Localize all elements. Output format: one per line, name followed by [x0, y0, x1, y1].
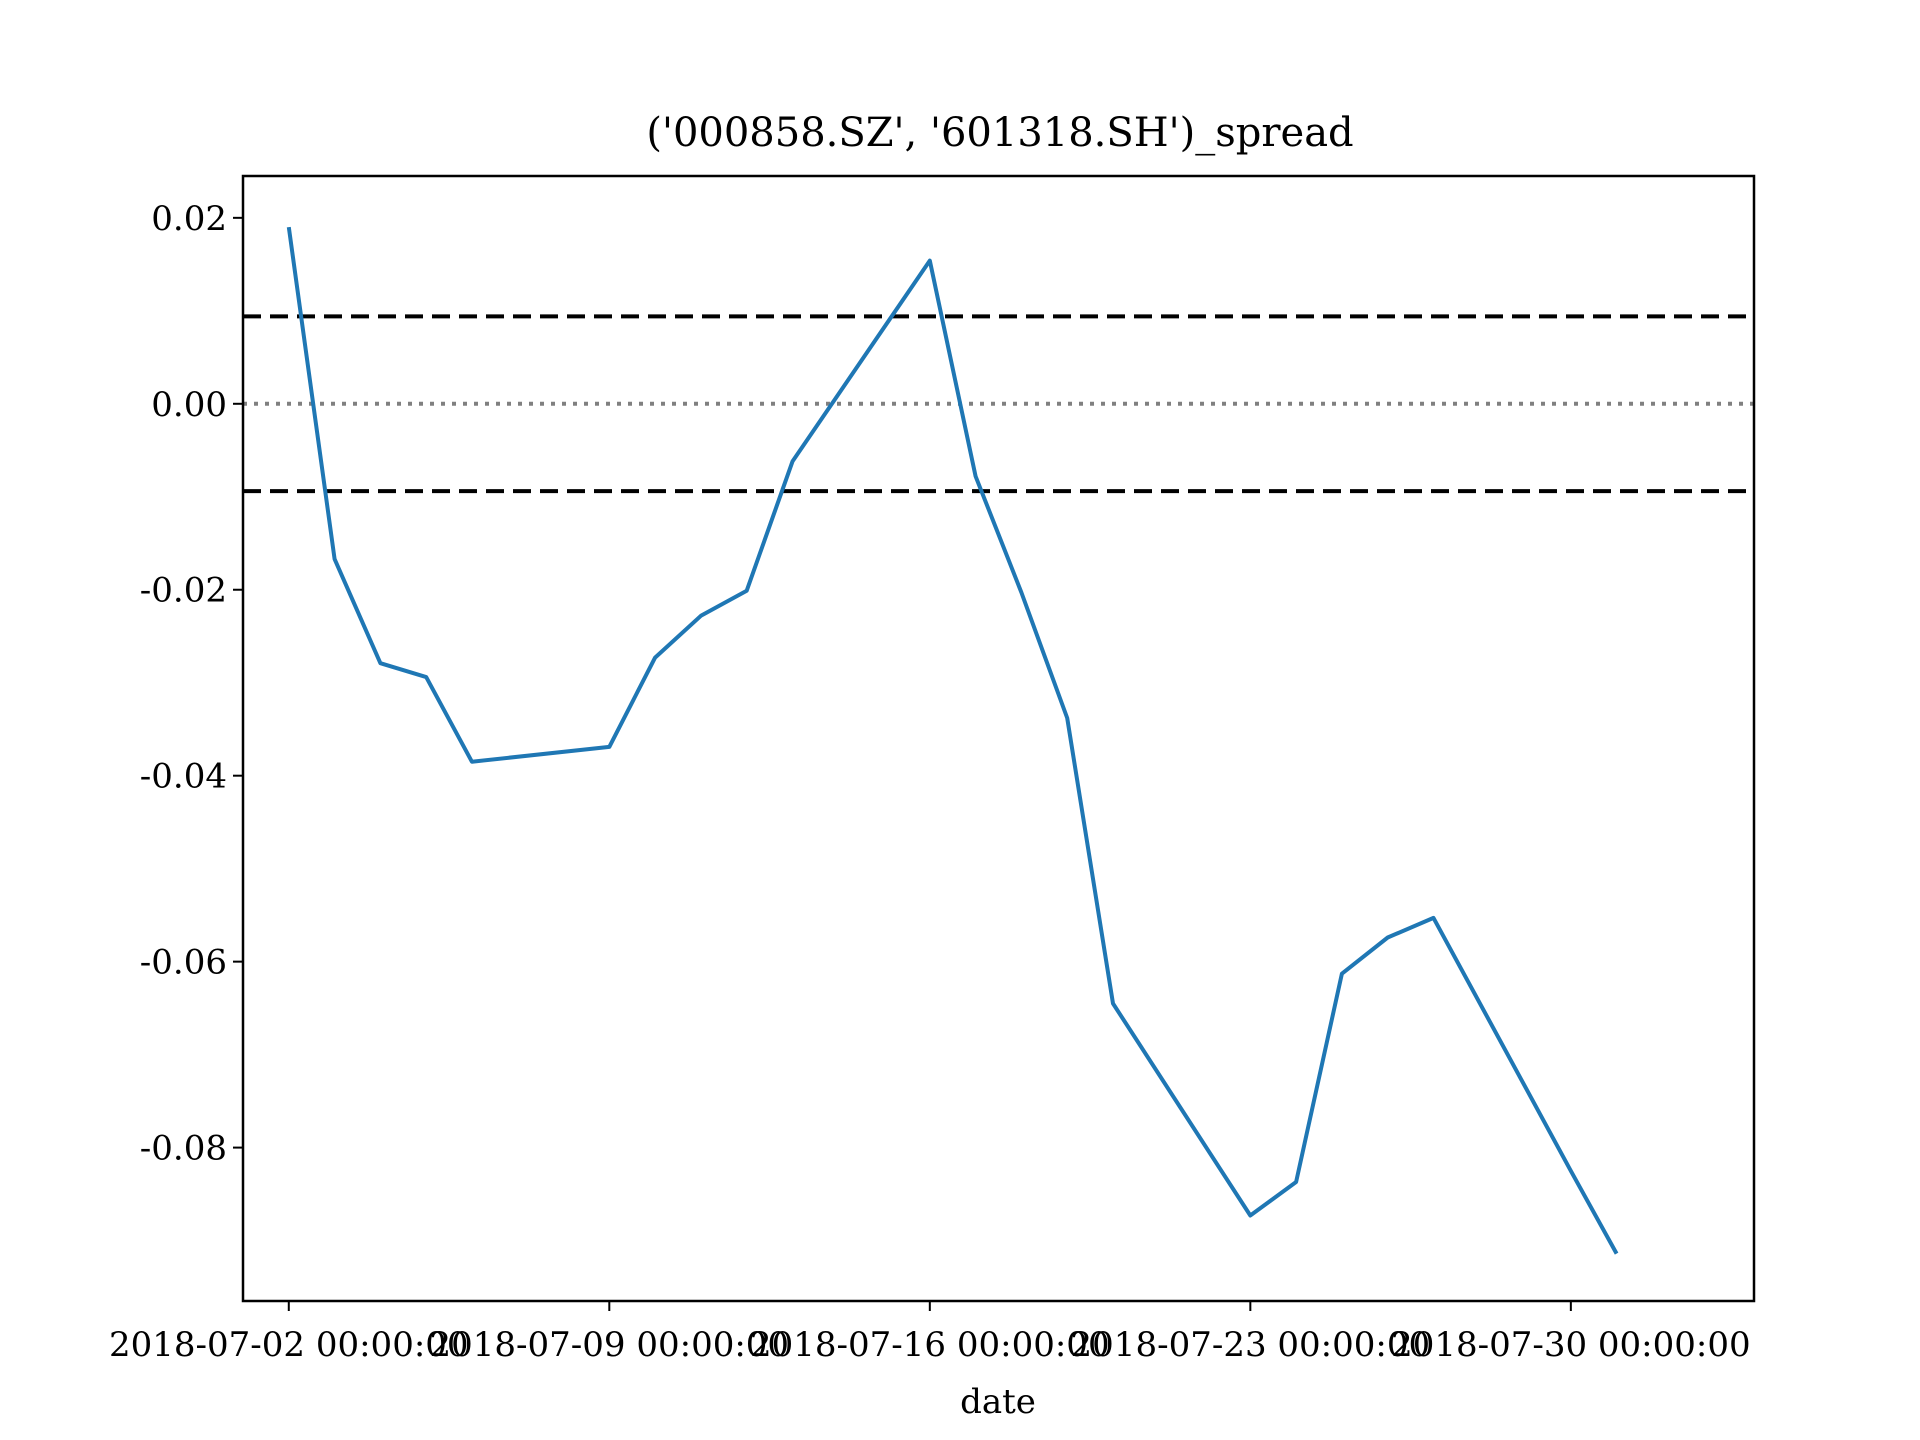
x-tick-label: 2018-07-16 00:00:00	[750, 1325, 1110, 1365]
x-tick-label: 2018-07-23 00:00:00	[1071, 1325, 1431, 1365]
x-tick-label: 2018-07-02 00:00:00	[109, 1325, 469, 1365]
chart-title: ('000858.SZ', '601318.SH')_spread	[646, 110, 1353, 156]
x-axis-label: date	[960, 1382, 1036, 1422]
y-tick-label: -0.02	[140, 571, 227, 611]
y-axis: 0.02 0.00 -0.02 -0.04 -0.06 -0.08	[140, 199, 243, 1169]
series-layer	[286, 226, 1619, 1255]
y-tick-label: 0.02	[151, 199, 227, 239]
series-line	[286, 226, 1619, 1255]
threshold-lines	[243, 314, 1754, 494]
x-tick-label: 2018-07-30 00:00:00	[1391, 1325, 1751, 1365]
y-tick-label: -0.08	[140, 1129, 227, 1169]
plot-frame	[241, 174, 1756, 1303]
x-tick-label: 2018-07-09 00:00:00	[430, 1325, 790, 1365]
y-tick-label: -0.06	[140, 943, 227, 983]
y-tick-label: -0.04	[140, 757, 227, 797]
y-tick-label: 0.00	[151, 385, 227, 425]
